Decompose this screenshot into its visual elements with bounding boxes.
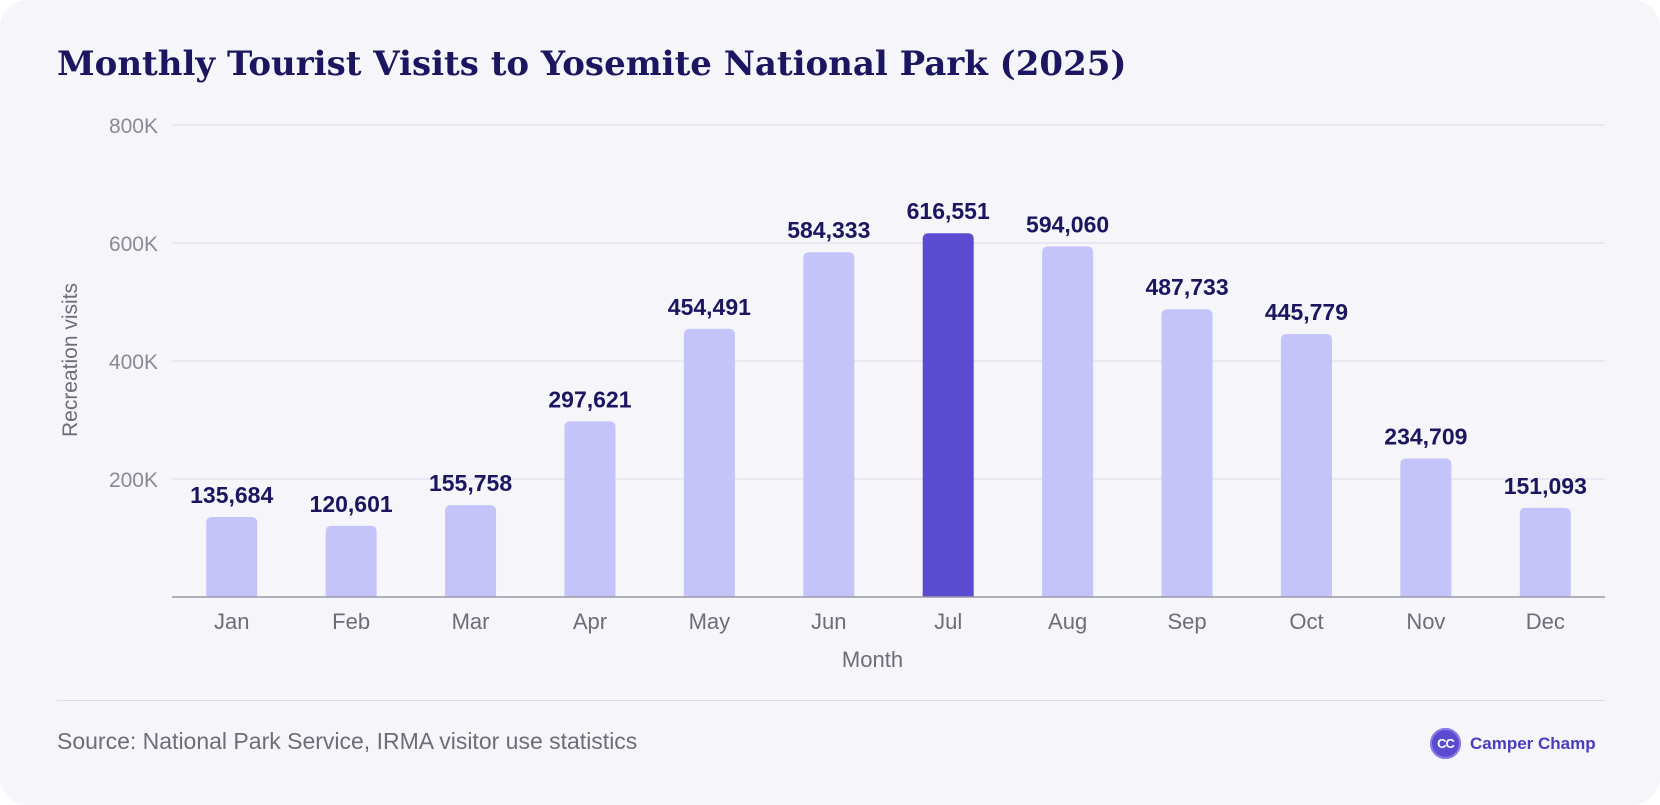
brand-logo-icon: CC: [1430, 728, 1461, 759]
x-tick-label-nov: Nov: [1406, 609, 1445, 634]
footer-divider: [57, 700, 1605, 701]
bar-chart: 200K 400K 600K 800K 135,684 120,601 155,758 29…: [59, 115, 1605, 672]
x-tick-label-jul: Jul: [934, 609, 962, 634]
x-tick-label-may: May: [689, 609, 731, 634]
value-label-sep: 487,733: [1145, 274, 1228, 300]
y-axis-title: Recreation visits: [59, 283, 82, 437]
value-label-aug: 594,060: [1026, 212, 1109, 238]
bar-jan: [206, 516, 258, 597]
bar-nov: [1400, 458, 1452, 597]
value-label-may: 454,491: [668, 294, 751, 320]
value-label-jan: 135,684: [190, 482, 273, 508]
y-tick-label: 200K: [109, 469, 158, 492]
value-label-apr: 297,621: [548, 386, 631, 412]
x-tick-label-aug: Aug: [1048, 609, 1087, 634]
value-label-jul: 616,551: [907, 198, 990, 224]
y-tick-label: 800K: [109, 115, 158, 138]
bar-aug: [1042, 246, 1094, 598]
bar-sep: [1161, 309, 1213, 597]
x-tick-label-feb: Feb: [332, 609, 370, 634]
value-label-dec: 151,093: [1504, 473, 1587, 499]
x-tick-label-apr: Apr: [573, 609, 607, 634]
x-tick-label-jun: Jun: [811, 609, 846, 634]
bar-apr: [564, 421, 616, 597]
source-note: Source: National Park Service, IRMA visi…: [57, 728, 638, 754]
bar-mar: [445, 505, 497, 597]
value-label-oct: 445,779: [1265, 299, 1348, 325]
y-tick-labels: 200K 400K 600K 800K: [109, 115, 158, 492]
x-tick-label-jan: Jan: [214, 609, 249, 634]
x-tick-label-sep: Sep: [1167, 609, 1206, 634]
chart-title: Monthly Tourist Visits to Yosemite Natio…: [57, 44, 1127, 84]
grid-lines: [172, 124, 1605, 480]
value-label-jun: 584,333: [787, 217, 870, 243]
bar-oct: [1280, 333, 1332, 597]
y-tick-label: 600K: [109, 233, 158, 256]
x-tick-label-dec: Dec: [1526, 609, 1565, 634]
bar-jun: [803, 252, 855, 597]
x-tick-label-mar: Mar: [452, 609, 490, 634]
brand-name: Camper Champ: [1470, 733, 1596, 753]
value-label-mar: 155,758: [429, 470, 512, 496]
y-tick-label: 400K: [109, 351, 158, 374]
bar-dec: [1519, 507, 1571, 597]
value-labels: 135,684 120,601 155,758 297,621 454,491 584,3…: [190, 198, 1587, 517]
value-label-nov: 234,709: [1384, 424, 1467, 450]
bar-feb: [325, 525, 377, 597]
bars: [206, 233, 1571, 598]
x-tick-label-oct: Oct: [1289, 609, 1323, 634]
bar-may: [683, 328, 735, 597]
bar-jul: [922, 233, 974, 597]
x-axis-title: Month: [842, 647, 903, 672]
x-tick-labels: Jan Feb Mar Apr May Jun Jul Aug Sep Oct Nov Dec: [214, 609, 1565, 634]
value-label-feb: 120,601: [310, 491, 393, 517]
brand[interactable]: CC Camper Champ: [1430, 728, 1596, 759]
